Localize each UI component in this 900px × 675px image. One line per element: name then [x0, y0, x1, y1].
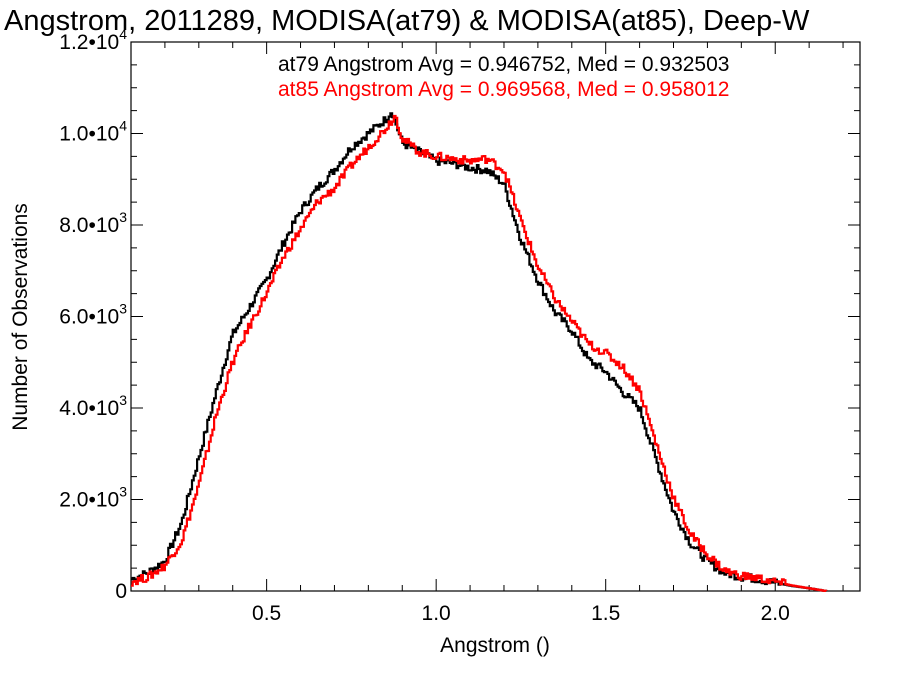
series-line-at85	[131, 114, 828, 592]
y-tick-label: 8.0•103	[59, 209, 127, 237]
chart-title: Angstrom, 2011289, MODISA(at79) & MODISA…	[4, 5, 810, 37]
x-axis: 0.5 1.0 1.5 2.0	[130, 42, 844, 625]
y-axis: 0 2.0•103 4.0•103 6.0•103 8.0•103 1.0•104 1.2•…	[59, 26, 860, 603]
x-axis-label: Angstrom ()	[440, 634, 550, 657]
y-tick-label: 1.2•104	[59, 26, 127, 54]
x-tick-label: 0.5	[252, 602, 281, 625]
x-tick-label: 1.0	[422, 602, 451, 625]
x-tick-label: 2.0	[761, 602, 790, 625]
y-tick-label: 0	[115, 580, 127, 603]
series-layer	[131, 112, 828, 592]
x-tick-label: 1.5	[591, 602, 620, 625]
y-tick-label: 6.0•103	[59, 301, 127, 329]
y-tick-label: 1.0•104	[59, 118, 127, 146]
y-tick-label: 2.0•103	[59, 484, 127, 512]
y-axis-label: Number of Observations	[9, 203, 32, 431]
annotation-at85: at85 Angstrom Avg = 0.969568, Med = 0.95…	[278, 78, 729, 101]
annotation-at79: at79 Angstrom Avg = 0.946752, Med = 0.93…	[278, 53, 729, 76]
y-tick-label: 4.0•103	[59, 392, 127, 420]
